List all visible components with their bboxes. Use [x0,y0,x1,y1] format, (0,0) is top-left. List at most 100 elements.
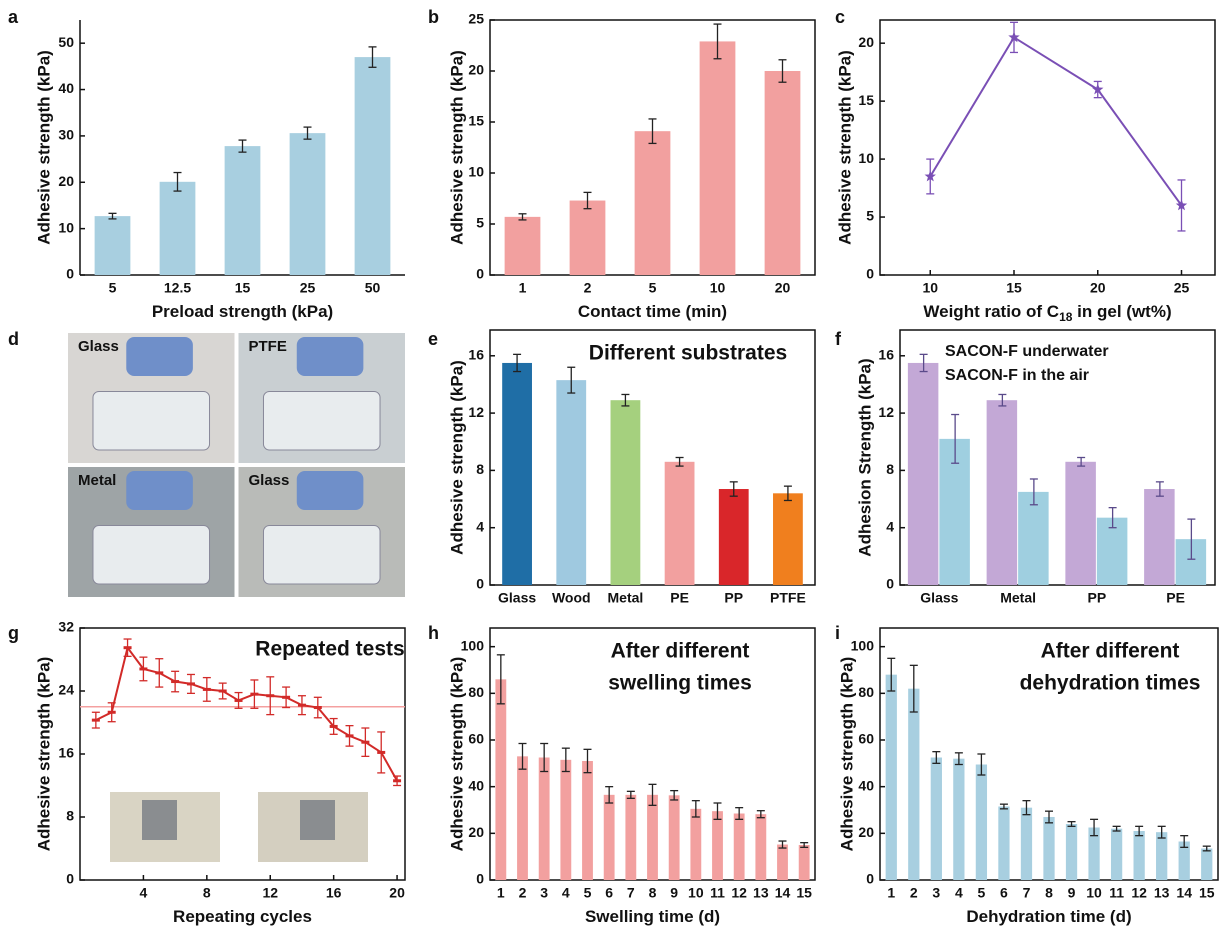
x-tick-label: PE [1166,590,1185,606]
y-tick-label: 0 [66,266,74,282]
x-axis-label: Swelling time (d) [585,907,720,926]
point [924,170,936,182]
error-bar [518,213,527,221]
point [1008,31,1020,43]
bar [517,756,528,880]
x-axis-label: Preload strength (kPa) [152,302,333,321]
bar [908,688,920,880]
y-tick-label: 32 [58,619,74,635]
y-tick-label: 20 [858,34,874,50]
bar [885,674,897,880]
x-tick-label: 1 [519,280,527,296]
x-tick-label: 1 [497,885,505,901]
x-tick-label: 5 [649,280,657,296]
bar [664,461,695,585]
error-bar [783,485,792,502]
error-bar [778,59,787,83]
error-bar [670,789,679,801]
error-bar [977,753,986,776]
y-axis-label: Adhesive strength (kPa) [835,50,854,245]
error-bar [778,840,787,849]
point [107,710,116,714]
x-axis-label: Dehydration time (d) [966,907,1131,926]
bar [755,814,767,880]
y-axis-label: Adhesive strength (kPa) [34,50,53,245]
error-bar [518,742,527,770]
y-tick-label: 0 [476,266,484,282]
bar [1088,827,1100,880]
point [377,750,386,754]
y-tick-label: 15 [858,92,874,108]
x-tick-label: 5 [109,280,117,296]
error-bar [173,171,182,192]
point [297,703,306,707]
x-axis-label-text: Repeating cycles [173,907,312,926]
photo-label: PTFE [249,338,287,355]
y-tick-label: 5 [866,208,874,224]
y-tick-label: 20 [468,824,484,840]
x-tick-label: 12 [731,885,747,901]
bar [1065,461,1096,585]
x-tick-label: 10 [1086,885,1102,901]
x-tick-label: 20 [1090,280,1106,296]
point [123,646,132,650]
plot-frame [489,329,816,586]
point [186,682,195,686]
plot-frame [899,329,1216,586]
x-tick-label: 10 [710,280,726,296]
y-tick-label: 30 [58,127,74,143]
bar [1178,841,1190,880]
x-tick-label: 11 [710,885,725,901]
error-bar [540,742,549,773]
y-tick-label: 0 [476,576,484,592]
point [345,734,354,738]
y-tick-label: 80 [858,684,874,700]
x-axis-label-text: Preload strength (kPa) [152,302,333,321]
error-bar [951,413,960,464]
point [1092,83,1104,95]
x-tick-label: Glass [498,590,536,606]
error-bar [713,802,722,820]
error-bar [735,807,744,820]
panel-letter: g [8,623,19,643]
y-tick-label: 8 [476,461,484,477]
x-axis-label: Contact time (min) [578,302,727,321]
y-tick-label: 0 [866,266,874,282]
bar [712,811,723,880]
y-tick-label: 60 [858,731,874,747]
error-bar [691,800,700,818]
y-axis-label: Adhesive strength (kPa) [837,657,856,852]
error-bar [238,139,247,153]
x-tick-label: 8 [203,885,211,901]
line [929,36,1183,207]
error-bar [1112,825,1121,832]
error-bar [626,790,635,799]
x-tick-label: 2 [910,885,918,901]
error-bar [998,393,1007,407]
photo-label: Glass [78,338,119,355]
x-tick-label: 10 [688,885,704,901]
y-axis-label: Adhesive strength (kPa) [447,50,466,245]
bar [502,362,532,585]
bar [718,489,749,585]
bar [504,216,541,275]
x-tick-label: 5 [978,885,986,901]
y-tick-label: 0 [476,871,484,887]
y-tick-label: 16 [878,346,894,362]
x-tick-label: 25 [300,280,316,296]
y-tick-label: 4 [476,518,484,534]
error-bar [1108,506,1117,529]
x-tick-label: 3 [932,885,940,901]
x-tick-label: 4 [140,885,148,901]
photo-glove [296,337,364,376]
annotation: Repeated tests [255,638,404,661]
point [266,694,275,698]
bar [603,794,615,880]
x-tick-label: 5 [584,885,592,901]
x-tick-label: Glass [920,590,958,606]
error-bar [1022,800,1031,816]
point [1175,199,1188,211]
y-tick-label: 100 [461,637,485,653]
y-axis-label: Adhesive strength (kPa) [34,657,53,852]
x-tick-label: 6 [605,885,613,901]
